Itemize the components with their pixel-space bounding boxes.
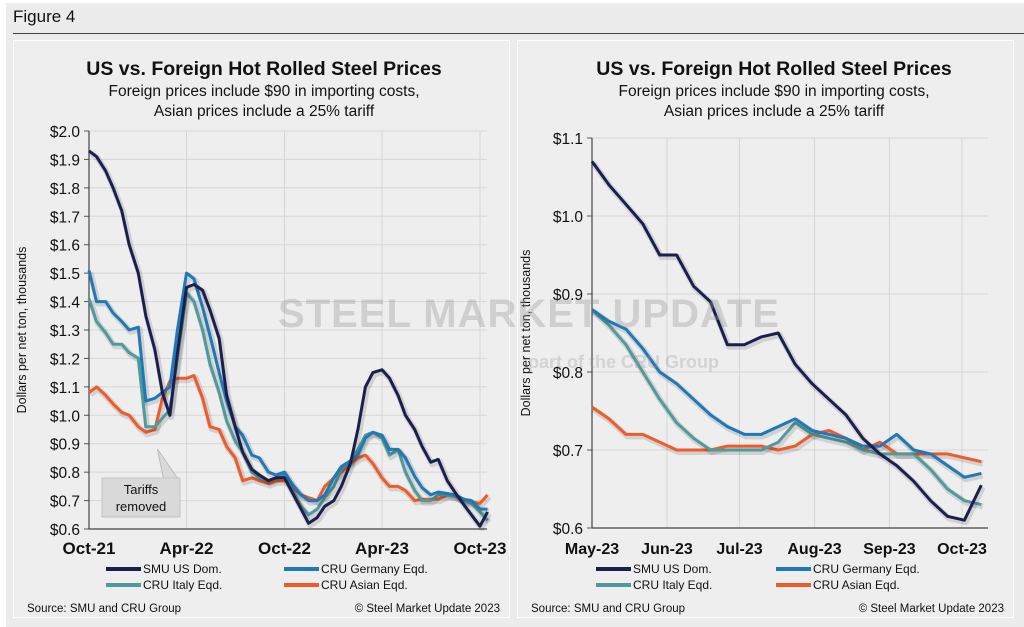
y-tick-label: $0.9	[553, 287, 583, 304]
annotation-text-line2: removed	[116, 499, 167, 514]
legend-label: CRU Italy Eqd.	[633, 578, 712, 592]
right-chart-panel: US vs. Foreign Hot Rolled Steel Prices Fo…	[517, 40, 1014, 618]
left-chart-panel: US vs. Foreign Hot Rolled Steel Prices Fo…	[13, 40, 510, 618]
x-tick-label: Apr-22	[160, 539, 214, 558]
y-tick-label: $1.5	[50, 266, 80, 283]
chart-subtitle: Foreign prices include $90 in importing …	[108, 83, 419, 100]
figure-divider	[13, 33, 1024, 34]
y-tick-label: $0.8	[553, 365, 583, 382]
y-tick-label: $0.7	[50, 494, 80, 511]
series-line-italy	[590, 308, 982, 507]
series-line-germany	[87, 269, 488, 511]
y-tick-label: $1.3	[50, 323, 80, 340]
legend-label: CRU Germany Eqd.	[813, 562, 920, 576]
series-shadow-1	[87, 271, 489, 515]
y-axis-label: Dollars per net ton, thousands	[15, 247, 29, 414]
y-tick-label: $1.0	[50, 408, 81, 425]
figure-title: Figure 4	[13, 7, 76, 26]
y-tick-label: $1.1	[553, 131, 583, 148]
x-tick-label: Aug-23	[787, 541, 841, 558]
y-tick-label: $1.2	[50, 351, 80, 368]
y-tick-label: $1.6	[50, 238, 80, 255]
x-tick-label: Oct-23	[937, 541, 987, 558]
series-shadow-2	[591, 309, 984, 510]
series-line-smu	[88, 149, 489, 528]
legend-label: CRU Asian Eqd.	[813, 578, 900, 592]
y-tick-label: $1.0	[553, 209, 584, 226]
chart-subtitle: Asian prices include a 25% tariff	[664, 103, 885, 120]
y-tick-label: $0.6	[50, 522, 80, 539]
annotation-box	[101, 477, 181, 518]
y-tick-label: $0.9	[50, 437, 80, 454]
chart-title: US vs. Foreign Hot Rolled Steel Prices	[86, 58, 442, 80]
x-tick-label: May-23	[565, 541, 619, 558]
y-axis-label: Dollars per net ton, thousands	[519, 250, 533, 417]
source-note: Source: SMU and CRU Group	[27, 603, 181, 615]
y-tick-label: $0.7	[553, 443, 583, 460]
copyright-note: © Steel Market Update 2023	[859, 603, 1004, 615]
y-tick-label: $1.7	[50, 209, 80, 226]
left-chart: US vs. Foreign Hot Rolled Steel Prices Fo…	[15, 58, 507, 615]
legend-label: SMU US Dom.	[633, 562, 712, 576]
x-tick-label: Oct-23	[454, 539, 507, 558]
legend-label: SMU US Dom.	[143, 562, 222, 576]
series-line-asian	[591, 405, 982, 464]
copyright-note: © Steel Market Update 2023	[355, 603, 500, 615]
chart-subtitle: Asian prices include a 25% tariff	[154, 103, 375, 120]
right-chart: US vs. Foreign Hot Rolled Steel Prices Fo…	[519, 58, 1004, 615]
y-tick-label: $1.4	[50, 295, 81, 312]
series-shadow-1	[591, 309, 984, 483]
x-tick-label: Apr-23	[355, 539, 409, 558]
x-tick-label: Oct-21	[63, 539, 116, 558]
y-tick-label: $0.6	[553, 521, 583, 538]
chart-title: US vs. Foreign Hot Rolled Steel Prices	[596, 58, 952, 80]
x-tick-label: Jun-23	[641, 541, 693, 558]
source-note: Source: SMU and CRU Group	[531, 603, 685, 615]
legend-label: CRU Asian Eqd.	[321, 578, 408, 592]
series-line-germany	[591, 308, 982, 479]
x-tick-label: Jul-23	[716, 541, 762, 558]
y-tick-label: $1.9	[50, 152, 80, 169]
y-tick-label: $1.8	[50, 181, 80, 198]
annotation-text-line1: Tariffs	[124, 482, 159, 497]
y-tick-label: $1.1	[50, 380, 80, 397]
series-line-smu	[590, 160, 983, 522]
x-tick-label: Sep-23	[863, 541, 916, 558]
legend-label: CRU Germany Eqd.	[321, 562, 428, 576]
y-tick-label: $0.8	[50, 465, 80, 482]
legend-label: CRU Italy Eqd.	[143, 578, 222, 592]
y-tick-label: $2.0	[50, 124, 81, 141]
annotation-pointer	[156, 448, 179, 479]
chart-subtitle: Foreign prices include $90 in importing …	[618, 83, 929, 100]
x-tick-label: Oct-22	[258, 539, 311, 558]
